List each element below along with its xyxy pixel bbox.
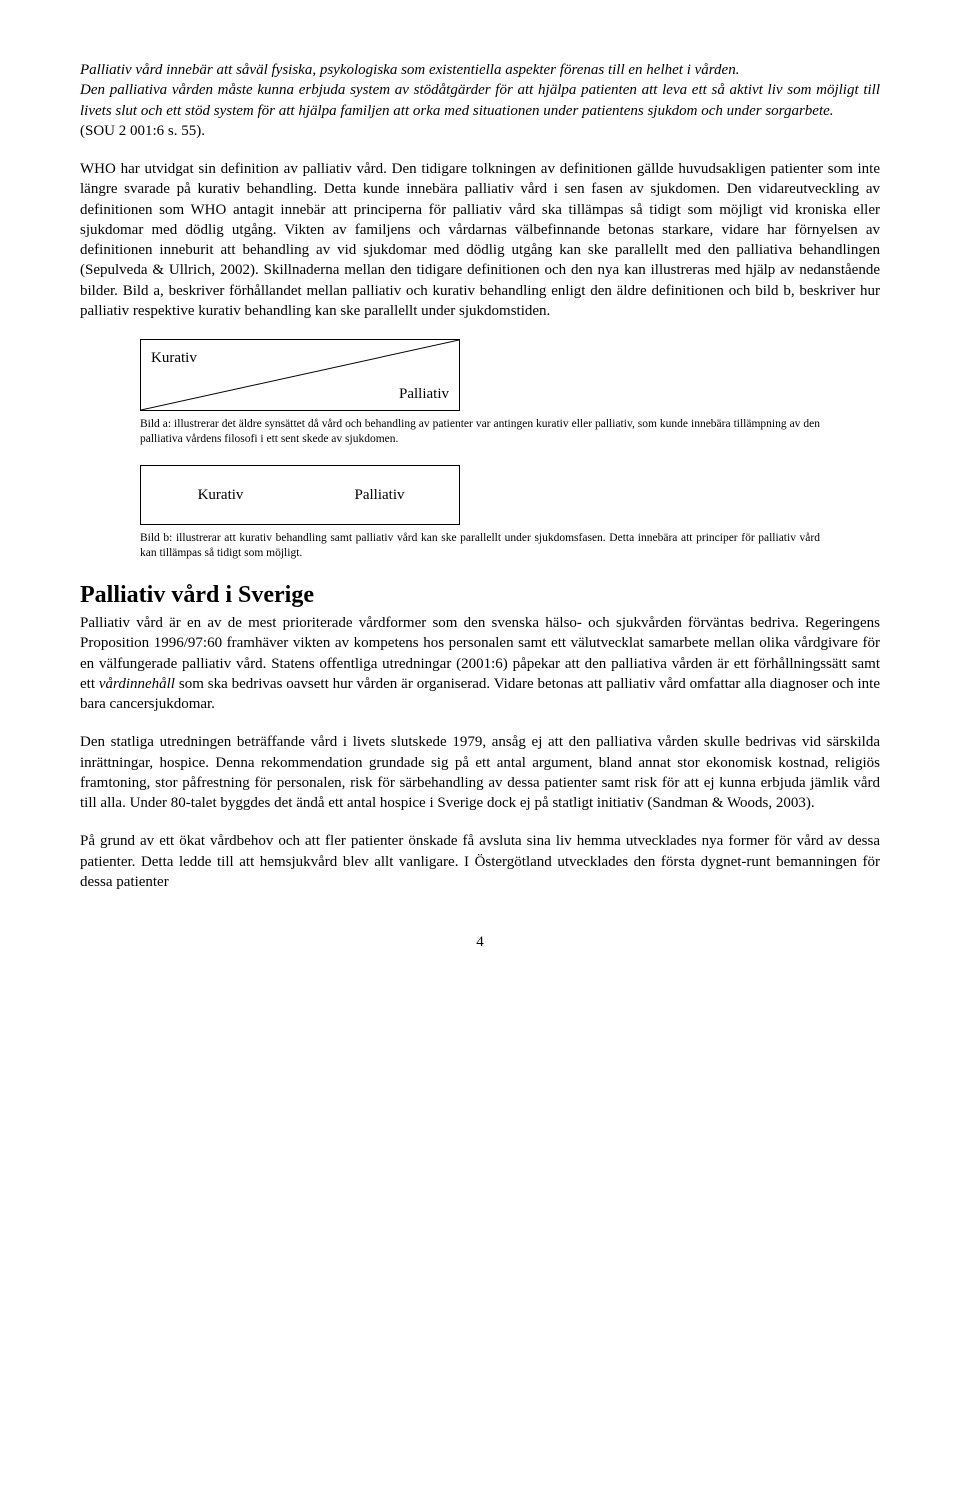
diagram-b: Kurativ Palliativ — [140, 465, 460, 525]
diagram-a-wrap: Kurativ Palliativ — [140, 339, 880, 411]
diagram-a-left-label: Kurativ — [151, 348, 197, 368]
diagram-b-caption: Bild b: illustrerar att kurativ behandli… — [140, 531, 820, 561]
section-p2: Den statliga utredningen beträffande vår… — [80, 732, 880, 813]
diagram-b-left-label: Kurativ — [141, 466, 300, 524]
diagram-a-right-label: Palliativ — [399, 384, 449, 404]
diagram-b-right-label: Palliativ — [300, 466, 459, 524]
main-paragraph: WHO har utvidgat sin definition av palli… — [80, 159, 880, 321]
section-heading: Palliativ vård i Sverige — [80, 579, 880, 611]
quote-line-1: Palliativ vård innebär att såväl fysiska… — [80, 62, 739, 78]
quote-line-2: Den palliativa vården måste kunna erbjud… — [80, 82, 880, 118]
section-p1: Palliativ vård är en av de mest priorite… — [80, 613, 880, 714]
section-p3: På grund av ett ökat vårdbehov och att f… — [80, 831, 880, 892]
diagram-a: Kurativ Palliativ — [140, 339, 460, 411]
diagram-a-caption: Bild a: illustrerar det äldre synsättet … — [140, 417, 820, 447]
diagram-b-wrap: Kurativ Palliativ — [140, 465, 880, 525]
page-number: 4 — [80, 932, 880, 952]
italic-term: vårdinnehåll — [99, 676, 175, 692]
quote-cite: (SOU 2 001:6 s. 55). — [80, 123, 205, 139]
quote-block: Palliativ vård innebär att såväl fysiska… — [80, 60, 880, 141]
